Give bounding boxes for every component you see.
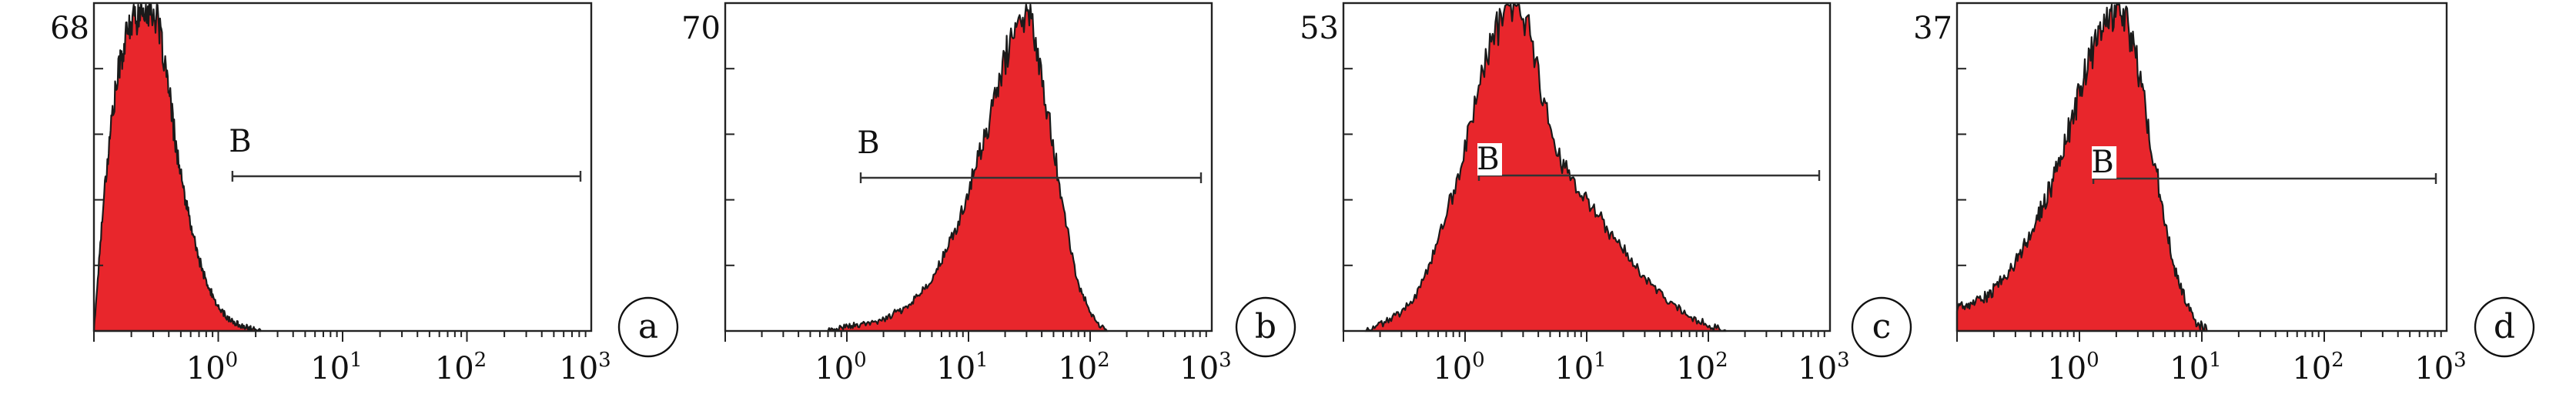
x-tick-label: 101 [1554, 349, 1606, 386]
panel-letter-circle [1235, 296, 1296, 358]
x-tick-label: 103 [1179, 349, 1231, 386]
gate-label-b: B [857, 125, 879, 161]
histogram-area-c [1363, 3, 1728, 332]
panel-letter-circle [1851, 296, 1912, 358]
panel-letter-d: d [2494, 307, 2515, 346]
panel-c: 100 101 102 103 53 Bc [1300, 2, 1912, 386]
gate-label-bg [1477, 143, 1503, 175]
x-tick-label: 102 [1676, 349, 1728, 386]
x-tick-label: 103 [1798, 349, 1849, 386]
gate-label-d: B [2091, 145, 2113, 180]
x-tick-label: 102 [435, 349, 487, 386]
x-tick-label: 100 [815, 349, 866, 386]
x-tick-label: 102 [1058, 349, 1109, 386]
panel-letter-a: a [638, 307, 658, 346]
x-tick-label: 100 [1433, 349, 1484, 386]
panel-letter-circle [2474, 296, 2535, 358]
panel-b: 100 101 102 103 70 Bb [681, 2, 1296, 386]
histogram-area-a [92, 3, 262, 332]
histogram-area-d [1955, 3, 2208, 332]
panel-letter-circle [617, 296, 679, 358]
x-tick-label: 101 [936, 349, 988, 386]
gate-label-bg [2092, 146, 2117, 179]
panel-letter-c: c [1872, 307, 1892, 346]
panel-d: 100 101 102 103 37 Bd [1913, 2, 2535, 386]
y-max-label-d: 37 [1913, 11, 1952, 46]
gate-label-a: B [229, 124, 251, 159]
x-tick-label: 102 [2292, 349, 2343, 386]
panel-a: 100 101 102 103 68 Ba [50, 2, 679, 386]
histogram-area-b [827, 3, 1109, 332]
x-tick-label: 100 [2047, 349, 2099, 386]
y-max-label-c: 53 [1300, 11, 1339, 46]
x-tick-label: 100 [186, 349, 238, 386]
y-max-label-a: 68 [50, 11, 89, 46]
y-max-label-b: 70 [681, 11, 721, 46]
panel-letter-b: b [1255, 307, 1276, 346]
x-tick-label: 103 [559, 349, 611, 386]
x-tick-label: 101 [310, 349, 362, 386]
x-tick-label: 101 [2170, 349, 2221, 386]
x-tick-label: 103 [2414, 349, 2466, 386]
gate-label-c: B [1477, 142, 1499, 177]
